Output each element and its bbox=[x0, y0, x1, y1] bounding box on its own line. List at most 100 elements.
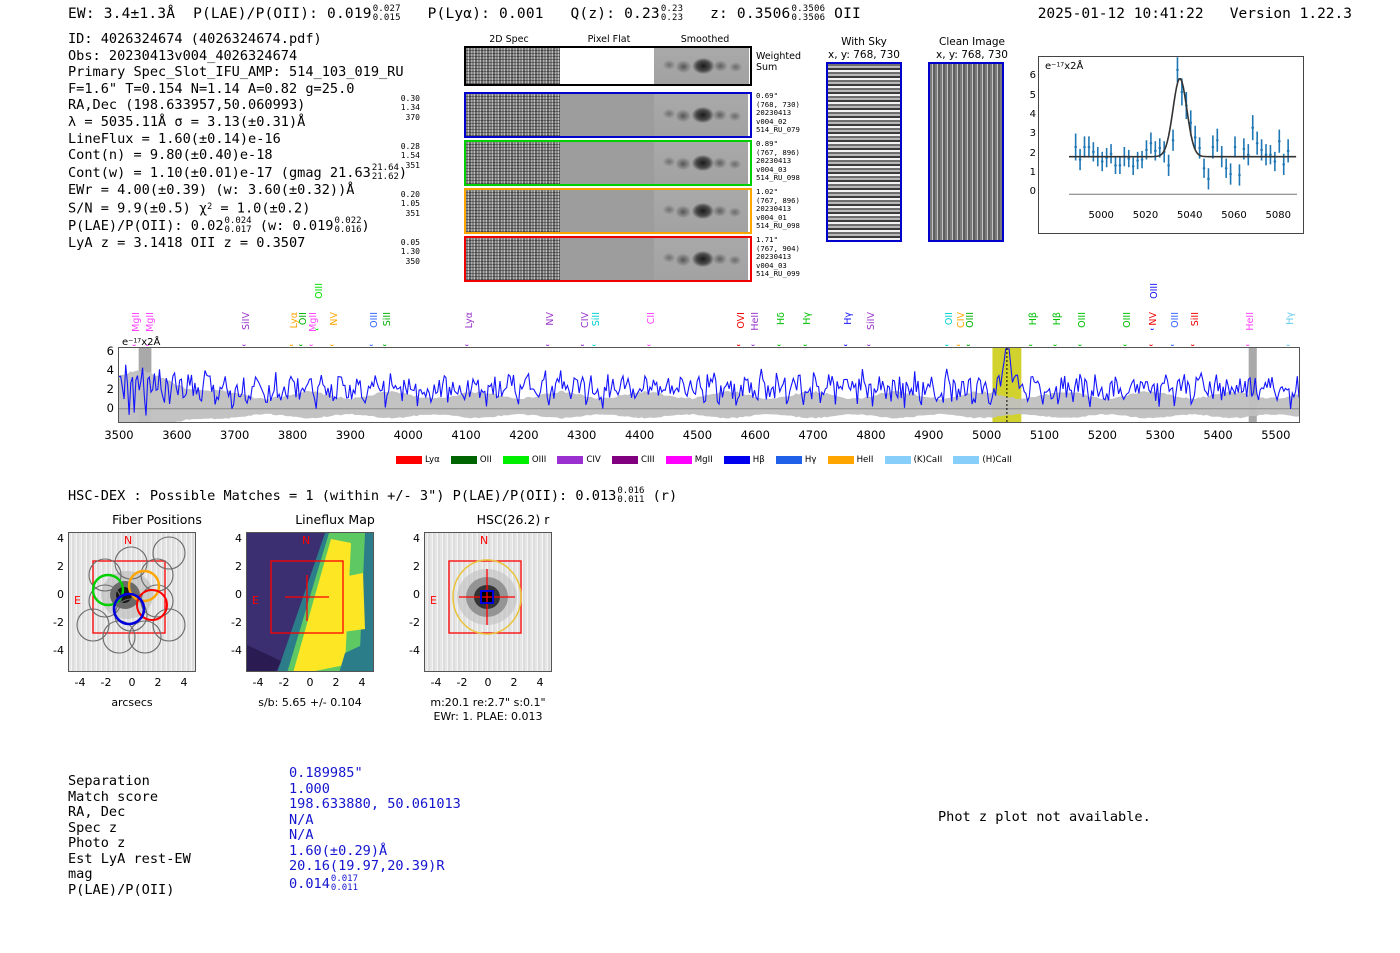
clean-image-xy: x, y: 768, 730 bbox=[936, 48, 1008, 61]
cutout-xtick: 4 bbox=[180, 676, 188, 689]
emission-line-label: Hγ bbox=[842, 312, 854, 325]
main-xtick: 4400 bbox=[624, 428, 655, 442]
inset-ytick: 1 bbox=[1029, 167, 1036, 178]
emission-line-brace: ⏑ bbox=[330, 339, 334, 352]
col-header-smoothed: Smoothed bbox=[680, 34, 730, 45]
info-plae: P(LAE)/P(OII): 0.02 0.024 0.017 (w: 0.019 0… bbox=[68, 216, 370, 236]
cutout-xtick: -2 bbox=[278, 676, 290, 689]
exposure-left-stats: 0.20 1.05 351 bbox=[400, 190, 420, 218]
emission-line-label: CII bbox=[646, 312, 658, 325]
table-row-label: P(LAE)/P(OII) bbox=[68, 881, 175, 898]
emission-line-brace: ⏑ bbox=[145, 339, 150, 352]
weighted-sum-label: Weighted Sum bbox=[756, 51, 801, 73]
emission-line-label: SiII bbox=[591, 312, 603, 327]
cutout-ytick: 0 bbox=[413, 588, 420, 601]
gmag-bounds: 21.64 21.62 bbox=[371, 162, 399, 182]
cutout-xtick: -4 bbox=[252, 676, 264, 689]
fiber-north-label: N bbox=[124, 534, 133, 547]
cutout-ytick: 4 bbox=[413, 532, 420, 545]
z-type: OII bbox=[834, 6, 861, 22]
inset-xtick: 5040 bbox=[1177, 210, 1203, 221]
main-xtick: 4200 bbox=[509, 428, 539, 442]
emission-line-label: OIII bbox=[1149, 283, 1161, 299]
cutout-xtick: 0 bbox=[484, 676, 492, 689]
fiber-east-label: E bbox=[74, 594, 81, 607]
emission-line-label: Hγ bbox=[1285, 312, 1297, 325]
main-xtick: 4700 bbox=[798, 428, 828, 442]
inset-ytick: 4 bbox=[1029, 109, 1036, 121]
cutout-xtick: 0 bbox=[306, 676, 314, 689]
main-xtick: 3600 bbox=[162, 428, 192, 442]
legend-swatch bbox=[775, 456, 802, 464]
table-row-value: 198.633880, 50.061013 bbox=[289, 796, 461, 812]
plya-value: 0.001 bbox=[499, 6, 544, 22]
cutout-ytick: 2 bbox=[235, 560, 242, 573]
emission-line-brace: ⏑ bbox=[545, 339, 550, 352]
clean-image bbox=[928, 62, 1004, 242]
cutout-ytick: 0 bbox=[235, 588, 242, 601]
emission-line-label: CIV bbox=[579, 312, 591, 328]
info-ewr: EWr = 4.00(±0.39) (w: 3.60(±0.32))Å bbox=[68, 181, 355, 198]
exposure-strip bbox=[464, 92, 752, 138]
exposure-left-stats: 0.28 1.54 351 bbox=[400, 142, 420, 170]
ew-value: 3.4±1.3Å bbox=[103, 6, 176, 22]
hsc-r-image bbox=[424, 532, 552, 672]
legend-item: CIV bbox=[557, 455, 601, 465]
emission-line-label: MgII bbox=[131, 312, 143, 332]
legend-item: Hγ bbox=[775, 455, 816, 465]
z-label: z: bbox=[710, 6, 728, 22]
source-info-block: ID: 4026324674 (4026324674.pdf) Obs: 202… bbox=[68, 31, 407, 252]
main-xtick: 4300 bbox=[567, 428, 597, 442]
hsc-dex-match-line: HSC-DEX : Possible Matches = 1 (within +… bbox=[68, 487, 677, 505]
cutout-xtick: 4 bbox=[536, 676, 544, 689]
emission-line-label: SiII bbox=[1189, 312, 1201, 327]
qz-value: 0.23 bbox=[624, 6, 660, 22]
emission-line-label: OIII bbox=[1077, 312, 1089, 328]
hsc-text: HSC-DEX : Possible Matches = 1 (within +… bbox=[68, 488, 617, 504]
legend-label: (H)CaII bbox=[982, 455, 1012, 465]
legend-swatch bbox=[884, 456, 911, 464]
lineflux-map-image bbox=[246, 532, 374, 672]
main-ytick: 6 bbox=[106, 343, 114, 358]
exposure-strip bbox=[464, 140, 752, 186]
emission-line-label: Hβ bbox=[1027, 312, 1039, 326]
exposure-right-meta: 1.71" (767, 904) 20230413 v004_03 514_RU_099 bbox=[756, 235, 800, 279]
emission-line-brace: ⏑ bbox=[309, 339, 314, 352]
legend-label: CIII bbox=[640, 455, 655, 465]
emission-line-brace: ⏑ bbox=[1028, 339, 1033, 352]
cutout-ytick: -2 bbox=[231, 616, 242, 629]
emission-line-brace: ⏑ bbox=[1150, 323, 1155, 336]
table-row-label: Separation bbox=[68, 773, 150, 789]
emission-line-brace: ⏑ bbox=[1190, 339, 1195, 352]
timestamp: 2025-01-12 10:41:22 bbox=[1037, 6, 1204, 22]
inset-flux-unit: e−17x2Å bbox=[1045, 61, 1084, 72]
legend-swatch bbox=[502, 456, 529, 464]
main-xtick: 5000 bbox=[972, 428, 1002, 442]
emission-line-brace: ⏑ bbox=[803, 339, 807, 352]
emission-line-label: HeII bbox=[750, 312, 762, 331]
emission-line-brace: ⏑ bbox=[1170, 339, 1175, 352]
legend-swatch bbox=[723, 456, 750, 464]
inset-ytick: 0 bbox=[1029, 186, 1036, 198]
emission-line-label: HeII bbox=[1244, 312, 1256, 331]
table-row-label: Spec z bbox=[68, 819, 118, 836]
table-row-label: Photo z bbox=[68, 835, 126, 851]
lineflux-east-label: E bbox=[252, 594, 259, 607]
emission-line-brace: ⏑ bbox=[956, 339, 961, 352]
hsc-r-title: HSC(26.2) r bbox=[476, 512, 550, 527]
legend-swatch bbox=[611, 456, 638, 464]
table-row-value: N/A bbox=[289, 811, 314, 828]
cutout-xtick: -2 bbox=[100, 676, 112, 689]
legend-label: (K)CaII bbox=[913, 455, 943, 465]
table-row-label: Match score bbox=[68, 788, 159, 805]
main-ytick: 2 bbox=[106, 381, 114, 396]
qz-bounds: 0.23 0.23 bbox=[660, 4, 684, 23]
plae-value: 0.019 bbox=[327, 6, 372, 22]
emission-line-brace: ⏑ bbox=[945, 339, 949, 352]
main-ytick: 0 bbox=[106, 400, 114, 415]
table-row-label: mag bbox=[68, 866, 93, 882]
info-line: λ = 5035.11Å σ = 3.13(±0.31)Å bbox=[68, 113, 306, 130]
with-sky-xy: x, y: 768, 730 bbox=[828, 48, 900, 61]
main-xtick: 3800 bbox=[277, 428, 308, 442]
inset-xtick: 5020 bbox=[1132, 210, 1159, 221]
